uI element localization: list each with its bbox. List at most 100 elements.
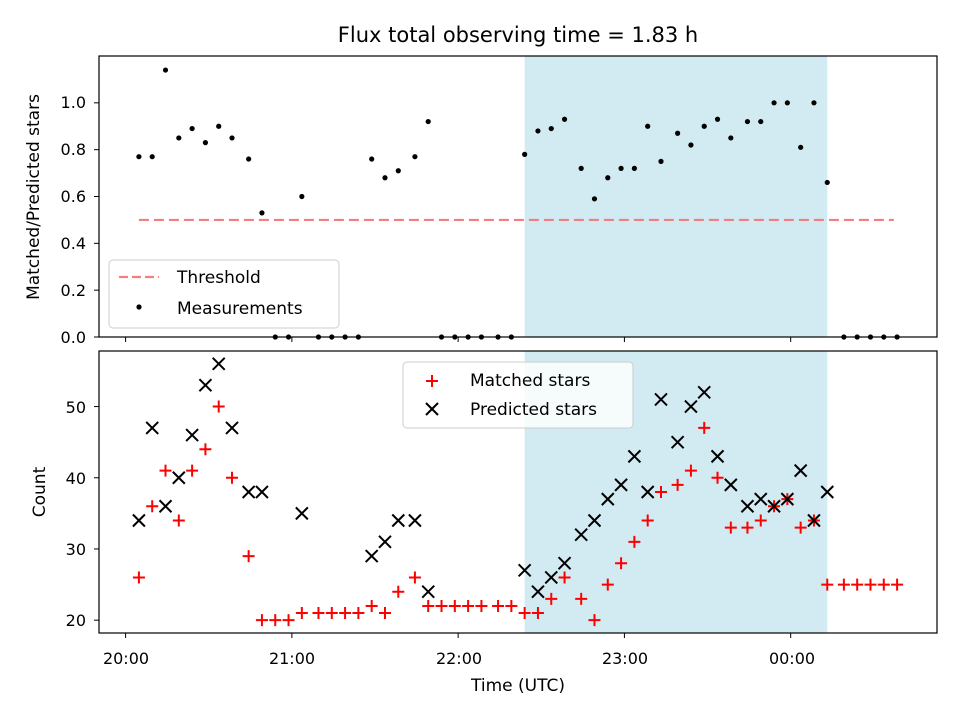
measurement-point [246,156,252,162]
predicted-stars-point [820,485,834,499]
measurement-point [382,175,388,181]
matched-stars-point [724,521,737,534]
matched-stars-legend-label: Matched stars [470,371,590,391]
top-y-tick-label: 0.0 [61,328,86,347]
top-y-tick-label: 0.6 [61,187,86,206]
matched-stars-point [558,571,571,584]
measurement-point [744,118,751,125]
measurements-legend-marker [136,304,142,310]
bottom-y-axis-label: Count [30,466,50,517]
predicted-stars-point [627,449,642,464]
matched-stars-point [877,578,890,591]
measurement-point [605,175,611,181]
measurement-point [578,165,584,171]
predicted-stars-point [212,357,226,371]
measurement-point [645,123,651,129]
predicted-stars-point [754,492,768,506]
predicted-stars-point [364,549,379,563]
predicted-stars-point [531,584,545,599]
matched-stars-point [821,578,834,591]
matched-stars-point [242,550,255,563]
measurements-legend-label: Measurements [177,299,303,319]
predicted-stars-point [793,463,808,478]
measurement-point [216,123,222,129]
predicted-stars-point [614,478,628,492]
predicted-stars-point [640,485,655,499]
measurement-point [548,125,554,132]
matched-stars-point [891,578,904,591]
predicted-stars-point [654,392,668,407]
observing-time-span [524,56,828,337]
matched-stars-point [851,578,864,591]
predicted-stars-point [544,570,558,585]
predicted-stars-point [391,513,405,528]
measurement-point [658,158,664,164]
top-y-tick-label: 0.2 [61,281,86,300]
matched-stars-point [352,607,365,620]
measurement-point [728,135,734,141]
matched-stars-legend-marker [426,375,438,387]
predicted-stars-point [684,399,698,414]
bottom-y-tick-label: 30 [66,540,86,559]
matched-stars-point [601,578,614,591]
matched-stars-point [615,557,628,570]
matched-stars-point [435,599,448,612]
measurement-point [714,116,721,122]
matched-stars-point [575,592,588,605]
measurement-point [618,165,624,171]
matched-stars-point [159,464,172,477]
predicted-stars-point [225,421,239,435]
matched-stars-point [837,578,850,591]
bottom-axes-frame [98,350,938,634]
matched-stars-point [698,421,711,434]
matched-stars-point [684,464,697,477]
matched-stars-point [339,607,352,620]
measurement-point [369,156,375,162]
predicted-stars-point [198,378,213,392]
threshold-legend-label: Threshold [176,268,261,288]
predicted-stars-point [557,556,572,570]
measurement-point [425,118,431,125]
measurement-point [771,100,777,106]
top-panel: 0.0 0.2 0.4 0.6 0.8 1.0 Matched/Predicte… [24,55,938,347]
predicted-stars-point [740,499,755,513]
measurement-point [561,116,568,122]
matched-stars-point [671,478,684,491]
predicted-stars-point [807,513,821,528]
matched-stars-point [378,607,391,620]
matched-stars-point [146,500,159,513]
matched-stars-point [186,464,199,477]
measurement-point [675,130,681,136]
matched-stars-point [269,614,282,627]
matched-stars-point [282,614,295,627]
x-tick-label: 21:00 [269,649,315,668]
measurement-point [811,100,817,106]
matched-stars-point [408,571,421,584]
x-tick-label: 22:00 [436,649,482,668]
matched-stars-point [654,486,667,498]
top-legend-box [108,259,340,329]
measurement-point [824,179,830,186]
matched-stars-point [226,471,239,484]
measurement-point [591,196,598,202]
measurement-point [202,140,209,146]
matched-stars-point [741,521,754,534]
predicted-stars-point [587,513,602,528]
measurement-point [412,154,418,160]
matched-stars-point [531,607,544,620]
predicted-stars-point [408,513,422,528]
bottom-y-tick-label: 20 [66,611,86,630]
matched-stars-point [864,578,877,591]
matched-stars-point [641,514,654,527]
matched-stars-point [588,614,601,627]
predicted-stars-point [421,584,435,599]
measurement-point [798,144,804,150]
matched-stars-point [422,599,435,612]
x-axis-label: Time (UTC) [470,676,565,696]
top-y-axis-label: Matched/Predicted stars [24,94,44,300]
matched-stars-point [754,514,767,527]
predicted-stars-point [241,485,256,499]
measurement-point [259,210,265,216]
predicted-stars-point [295,506,309,521]
bottom-y-tick-label: 40 [66,469,86,488]
